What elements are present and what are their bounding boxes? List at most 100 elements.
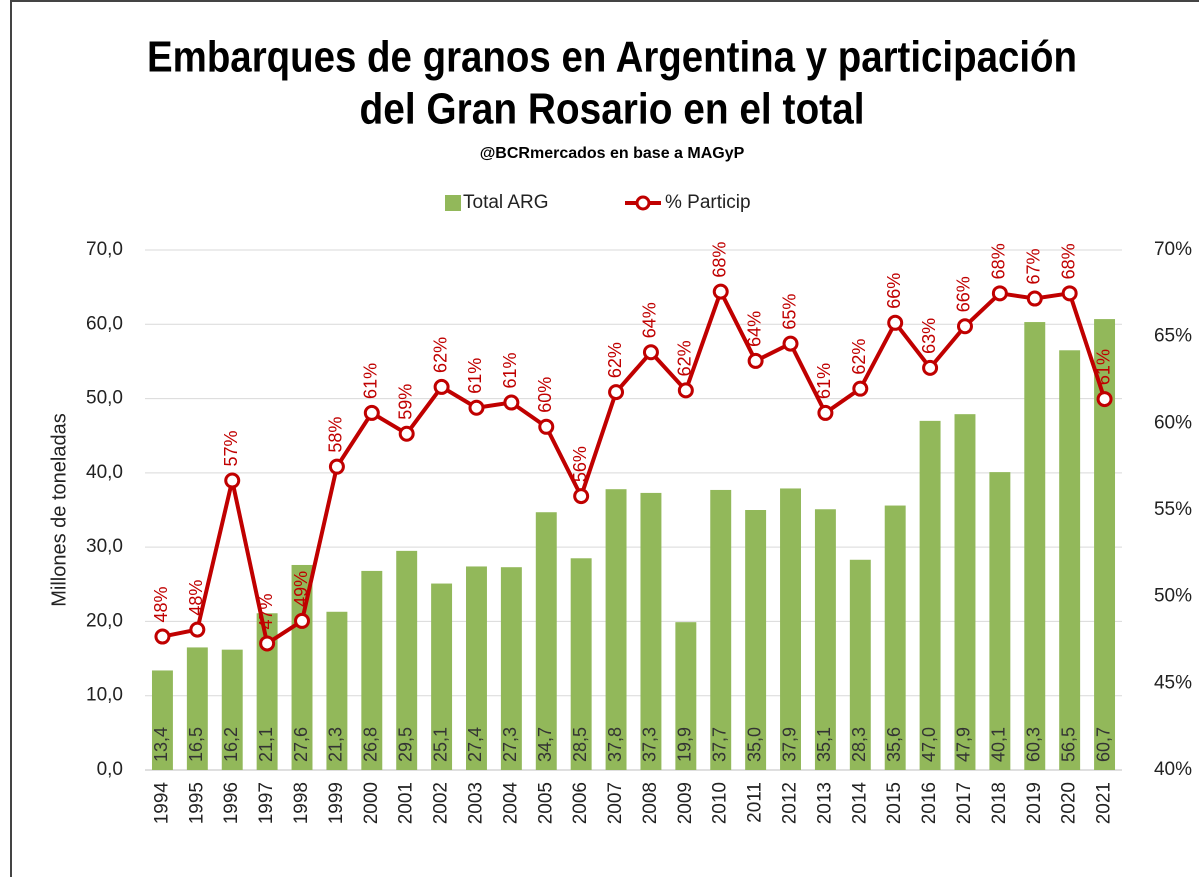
line-value-label: 68% xyxy=(989,243,1009,279)
line-marker xyxy=(573,488,590,505)
y2-tick-label: 50% xyxy=(1154,586,1192,607)
bar-value-label: 35,0 xyxy=(744,727,764,762)
legend-marker xyxy=(635,195,651,211)
x-tick-label: 1998 xyxy=(291,782,312,824)
bar xyxy=(221,649,243,770)
bar-value-label: 26,8 xyxy=(361,727,381,762)
legend-label: % Particip xyxy=(665,192,751,213)
y-tick-label: 30,0 xyxy=(86,536,123,557)
x-tick-label: 1999 xyxy=(326,782,347,824)
line-marker xyxy=(363,404,380,421)
line-value-label: 68% xyxy=(709,242,729,278)
x-tick-label: 2009 xyxy=(675,782,696,824)
bar xyxy=(431,583,453,770)
chart-subtitle: @BCRmercados en base a MAGyP xyxy=(480,145,745,162)
x-tick-label: 1996 xyxy=(221,782,242,824)
line-marker xyxy=(642,344,659,361)
line-marker xyxy=(328,458,345,475)
line-value-label: 60% xyxy=(535,377,555,413)
y-tick-label: 70,0 xyxy=(86,239,123,260)
x-tick-label: 2014 xyxy=(849,782,870,825)
line-marker xyxy=(224,472,241,489)
y2-tick-label: 40% xyxy=(1154,759,1192,780)
x-tick-label: 2002 xyxy=(431,782,452,824)
x-tick-label: 1997 xyxy=(256,782,277,824)
bar-value-label: 37,3 xyxy=(640,727,660,762)
chart-title: Embarques de granos en Argentina y parti… xyxy=(147,33,1077,82)
line-value-label: 62% xyxy=(430,337,450,373)
y-tick-label: 50,0 xyxy=(86,388,123,409)
line-value-label: 49% xyxy=(291,571,311,607)
line-value-label: 67% xyxy=(1024,249,1044,285)
bar xyxy=(954,414,976,770)
bar xyxy=(1024,322,1046,770)
line-marker xyxy=(503,394,520,411)
line-marker xyxy=(538,418,555,435)
y2-tick-label: 55% xyxy=(1154,499,1192,520)
line-marker xyxy=(922,359,939,376)
bar-value-label: 29,5 xyxy=(395,727,415,762)
bar-value-label: 60,3 xyxy=(1024,727,1044,762)
x-tick-label: 2001 xyxy=(396,782,417,824)
line-value-label: 61% xyxy=(500,353,520,389)
legend-swatch xyxy=(445,195,461,211)
line-value-label: 57% xyxy=(221,431,241,467)
x-tick-label: 2000 xyxy=(361,782,382,824)
bar xyxy=(884,505,906,770)
bar xyxy=(256,613,278,770)
bar xyxy=(710,489,732,770)
bar-value-label: 21,3 xyxy=(326,727,346,762)
y2-tick-label: 70% xyxy=(1154,239,1192,260)
line-marker xyxy=(259,635,276,652)
bar xyxy=(186,647,208,770)
x-tick-label: 2020 xyxy=(1059,782,1080,824)
x-tick-label: 2018 xyxy=(989,782,1010,824)
line-marker xyxy=(677,382,694,399)
legend-label: Total ARG xyxy=(463,192,549,213)
x-tick-label: 2006 xyxy=(570,782,591,824)
line-value-label: 66% xyxy=(954,276,974,312)
bar xyxy=(605,489,627,770)
y-tick-label: 20,0 xyxy=(86,610,123,631)
line-value-label: 64% xyxy=(640,302,660,338)
line-value-label: 47% xyxy=(256,593,276,629)
bar-value-label: 37,9 xyxy=(779,727,799,762)
line-value-label: 61% xyxy=(361,363,381,399)
bar-value-label: 56,5 xyxy=(1058,727,1078,762)
x-tick-label: 2005 xyxy=(535,782,556,824)
bar xyxy=(1059,350,1081,770)
bar-value-label: 34,7 xyxy=(535,727,555,762)
x-tick-label: 2015 xyxy=(884,782,905,824)
line-marker xyxy=(712,283,729,300)
x-tick-label: 2016 xyxy=(919,782,940,824)
line-value-label: 61% xyxy=(814,363,834,399)
line-marker xyxy=(154,628,171,645)
y2-tick-label: 60% xyxy=(1154,412,1192,433)
x-tick-label: 2011 xyxy=(745,782,766,823)
bar xyxy=(640,492,662,770)
x-tick-label: 2010 xyxy=(710,782,731,824)
line-value-label: 56% xyxy=(570,446,590,482)
line-marker xyxy=(608,384,625,401)
line-marker xyxy=(1061,285,1078,302)
line-marker xyxy=(991,285,1008,302)
line-value-label: 59% xyxy=(395,384,415,420)
line-value-label: 48% xyxy=(186,580,206,616)
bar-value-label: 27,4 xyxy=(465,727,485,762)
line-value-label: 61% xyxy=(465,358,485,394)
bar xyxy=(361,570,383,770)
bar-value-label: 16,2 xyxy=(221,727,241,762)
bar xyxy=(151,670,173,770)
x-tick-label: 2012 xyxy=(780,782,801,824)
chart-title: del Gran Rosario en el total xyxy=(360,85,865,134)
line-value-label: 63% xyxy=(919,318,939,354)
line-marker xyxy=(468,399,485,416)
bar-value-label: 19,9 xyxy=(675,727,695,762)
x-tick-label: 2004 xyxy=(500,782,521,825)
line-value-label: 61% xyxy=(1093,349,1113,385)
y-axis-label: Millones de toneladas xyxy=(48,413,70,606)
bar-value-label: 47,9 xyxy=(954,727,974,762)
bar-value-label: 37,8 xyxy=(605,727,625,762)
bar-value-label: 25,1 xyxy=(430,727,450,762)
